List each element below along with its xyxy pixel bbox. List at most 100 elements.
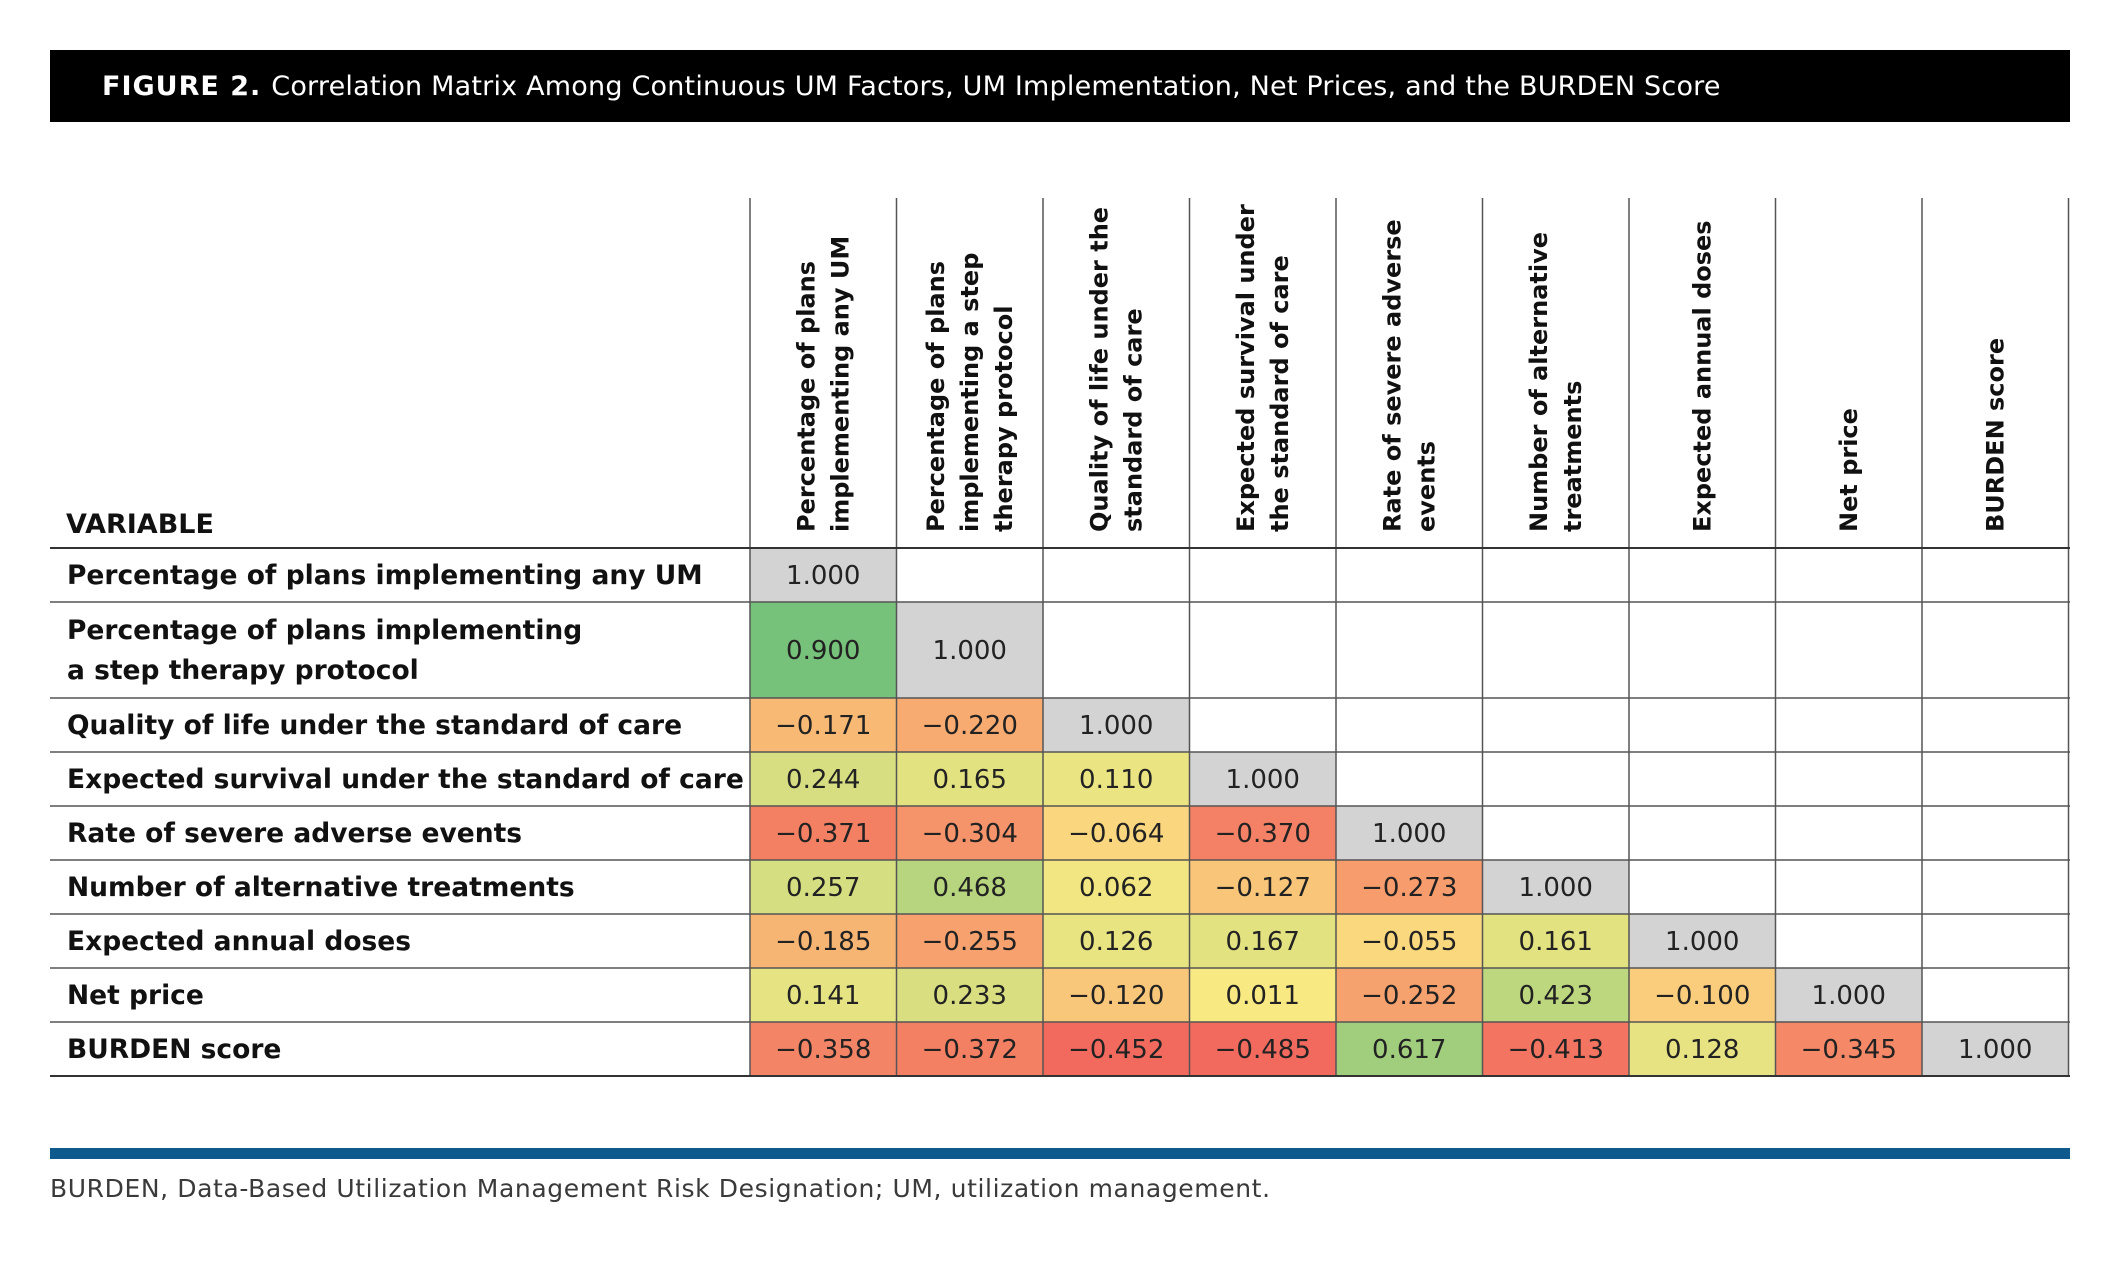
heatmap-cell	[896, 752, 1043, 806]
heatmap-cell	[1629, 914, 1776, 968]
heatmap-cell	[1043, 1022, 1190, 1076]
cell-value-label: −0.255	[922, 927, 1018, 957]
heatmap-cell	[1189, 860, 1336, 914]
column-label: standard of care	[1119, 308, 1147, 532]
column-label: Percentage of plans	[792, 261, 820, 532]
heatmap-cell	[896, 698, 1043, 752]
cell-value-label: 1.000	[1958, 1035, 2032, 1065]
heatmap-cell	[1775, 968, 1922, 1022]
column-label: BURDEN score	[1981, 338, 2009, 532]
cell-value-label: 0.128	[1665, 1035, 1739, 1065]
heatmap-cell	[1043, 860, 1190, 914]
row-label: Quality of life under the standard of ca…	[67, 710, 682, 741]
cell-value-label: −0.273	[1361, 873, 1457, 903]
column-label: events	[1412, 441, 1440, 532]
cell-value-label: 1.000	[933, 636, 1007, 666]
row-label: Percentage of plans implementing any UM	[67, 560, 703, 591]
heatmap-cell	[1043, 968, 1190, 1022]
cell-value-label: −0.413	[1508, 1035, 1604, 1065]
footnote: BURDEN, Data-Based Utilization Managemen…	[50, 1174, 1271, 1203]
heatmap-cell	[750, 752, 897, 806]
row-label: Expected annual doses	[67, 926, 411, 957]
cell-value-label: 0.062	[1079, 873, 1153, 903]
heatmap-cell	[896, 860, 1043, 914]
column-label: Percentage of plans	[922, 261, 950, 532]
cell-value-label: 1.000	[1519, 873, 1593, 903]
row-label: BURDEN score	[67, 1034, 281, 1065]
figure-title: Correlation Matrix Among Continuous UM F…	[271, 70, 1721, 102]
cell-value-label: 0.900	[786, 636, 860, 666]
cell-value-label: 1.000	[1372, 819, 1446, 849]
heatmap-cell	[1336, 968, 1483, 1022]
cell-value-label: 0.617	[1372, 1035, 1446, 1065]
cell-value-label: −0.064	[1068, 819, 1164, 849]
cell-value-label: 0.244	[786, 765, 860, 795]
cell-value-label: −0.485	[1215, 1035, 1311, 1065]
cell-value-label: 1.000	[1812, 981, 1886, 1011]
heatmap-cell	[896, 914, 1043, 968]
cell-value-label: −0.345	[1801, 1035, 1897, 1065]
column-label: implementing any UM	[826, 236, 854, 532]
heatmap-cell	[750, 968, 897, 1022]
heatmap-cell	[1336, 1022, 1483, 1076]
column-label: Number of alternative	[1525, 232, 1553, 532]
cell-value-label: 0.257	[786, 873, 860, 903]
cell-value-label: −0.120	[1068, 981, 1164, 1011]
cell-value-label: 1.000	[786, 561, 860, 591]
cell-value-label: 0.110	[1079, 765, 1153, 795]
heatmap-cell	[1629, 968, 1776, 1022]
cell-value-label: −0.372	[922, 1035, 1018, 1065]
cell-value-label: 0.126	[1079, 927, 1153, 957]
heatmap-cell	[1775, 1022, 1922, 1076]
cell-value-label: 0.165	[933, 765, 1007, 795]
cell-value-label: 0.161	[1519, 927, 1593, 957]
cell-value-label: 0.468	[933, 873, 1007, 903]
heatmap-cell	[1482, 914, 1629, 968]
heatmap-cell	[750, 914, 897, 968]
heatmap-cell	[1629, 1022, 1776, 1076]
cell-value-label: −0.220	[922, 711, 1018, 741]
row-label: Net price	[67, 980, 204, 1011]
column-label: Expected annual doses	[1688, 220, 1716, 532]
column-label: implementing a step	[956, 253, 984, 532]
column-label: the standard of care	[1266, 255, 1294, 532]
heatmap-cell	[1043, 806, 1190, 860]
cell-value-label: 1.000	[1226, 765, 1300, 795]
heatmap-cell	[750, 860, 897, 914]
column-label: Net price	[1835, 408, 1863, 532]
row-label: a step therapy protocol	[67, 655, 419, 686]
heatmap-cell	[750, 1022, 897, 1076]
cell-value-label: −0.370	[1215, 819, 1311, 849]
heatmap-cell	[1336, 860, 1483, 914]
cell-value-label: 0.141	[786, 981, 860, 1011]
heatmap-cell	[1482, 860, 1629, 914]
heatmap-cell	[1922, 1022, 2069, 1076]
heatmap-cell	[1189, 806, 1336, 860]
cell-value-label: −0.185	[775, 927, 871, 957]
heatmap-cell	[896, 968, 1043, 1022]
heatmap-cell	[750, 602, 897, 698]
heatmap-cell	[1482, 1022, 1629, 1076]
cell-value-label: −0.304	[922, 819, 1018, 849]
heatmap-cell	[750, 698, 897, 752]
cell-value-label: 0.167	[1226, 927, 1300, 957]
heatmap-cell	[896, 1022, 1043, 1076]
cell-value-label: −0.252	[1361, 981, 1457, 1011]
heatmap-cell	[1482, 968, 1629, 1022]
figure-title-bar: FIGURE 2. Correlation Matrix Among Conti…	[50, 50, 2070, 122]
cell-value-label: 0.011	[1226, 981, 1300, 1011]
column-label: treatments	[1559, 381, 1587, 532]
heatmap-cell	[1189, 968, 1336, 1022]
row-label: Number of alternative treatments	[67, 872, 575, 903]
cell-value-label: −0.100	[1654, 981, 1750, 1011]
heatmap-cell	[750, 548, 897, 602]
heatmap-cell	[1189, 914, 1336, 968]
row-label: Percentage of plans implementing	[67, 615, 582, 646]
heatmap-cell	[1336, 914, 1483, 968]
row-label: Expected survival under the standard of …	[67, 764, 744, 795]
cell-value-label: −0.452	[1068, 1035, 1164, 1065]
cell-value-label: −0.358	[775, 1035, 871, 1065]
heatmap-cell	[896, 602, 1043, 698]
cell-value-label: 0.233	[933, 981, 1007, 1011]
heatmap-cell	[1336, 806, 1483, 860]
